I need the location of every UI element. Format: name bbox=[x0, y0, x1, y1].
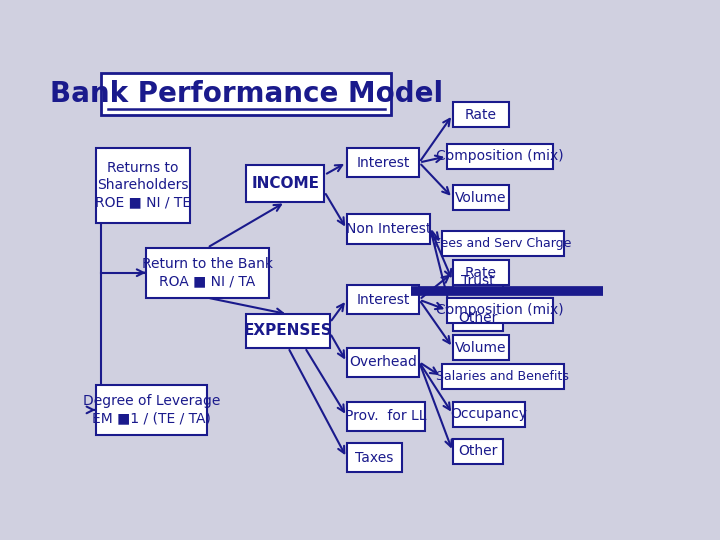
Text: Occupancy: Occupancy bbox=[451, 407, 528, 421]
Text: Non Interest: Non Interest bbox=[346, 222, 431, 236]
Text: Fees and Serv Charge: Fees and Serv Charge bbox=[434, 237, 572, 250]
FancyBboxPatch shape bbox=[453, 268, 503, 294]
FancyBboxPatch shape bbox=[347, 214, 431, 244]
FancyBboxPatch shape bbox=[347, 148, 419, 177]
FancyBboxPatch shape bbox=[453, 335, 508, 360]
FancyBboxPatch shape bbox=[453, 185, 508, 210]
FancyBboxPatch shape bbox=[246, 165, 324, 202]
FancyBboxPatch shape bbox=[347, 348, 419, 377]
Text: Trust: Trust bbox=[461, 274, 495, 288]
Text: Rate: Rate bbox=[464, 107, 497, 122]
Text: Prov.  for LL: Prov. for LL bbox=[345, 409, 426, 423]
Text: Interest: Interest bbox=[356, 156, 410, 170]
Text: Salaries and Benefits: Salaries and Benefits bbox=[436, 370, 570, 383]
Text: Other: Other bbox=[458, 312, 498, 326]
Text: Degree of Leverage
EM ■1 / (TE / TA): Degree of Leverage EM ■1 / (TE / TA) bbox=[83, 394, 220, 426]
FancyBboxPatch shape bbox=[453, 102, 508, 127]
FancyBboxPatch shape bbox=[96, 385, 207, 435]
Text: Other: Other bbox=[458, 444, 498, 458]
Text: Bank Performance Model: Bank Performance Model bbox=[50, 80, 443, 108]
FancyBboxPatch shape bbox=[453, 439, 503, 464]
Text: Return to the Bank
ROA ■ NI / TA: Return to the Bank ROA ■ NI / TA bbox=[142, 257, 273, 288]
Text: Interest: Interest bbox=[356, 293, 410, 307]
Text: EXPENSES: EXPENSES bbox=[243, 323, 333, 339]
Text: Volume: Volume bbox=[455, 341, 506, 355]
FancyBboxPatch shape bbox=[453, 402, 526, 427]
Text: Composition (mix): Composition (mix) bbox=[436, 303, 564, 317]
FancyBboxPatch shape bbox=[347, 443, 402, 472]
FancyBboxPatch shape bbox=[96, 148, 190, 223]
FancyBboxPatch shape bbox=[441, 231, 564, 256]
FancyBboxPatch shape bbox=[145, 248, 269, 298]
Text: Volume: Volume bbox=[455, 191, 506, 205]
FancyBboxPatch shape bbox=[347, 402, 425, 431]
Text: Composition (mix): Composition (mix) bbox=[436, 149, 564, 163]
FancyBboxPatch shape bbox=[453, 260, 508, 285]
FancyBboxPatch shape bbox=[101, 73, 392, 114]
Text: Returns to
Shareholders
ROE ■ NI / TE: Returns to Shareholders ROE ■ NI / TE bbox=[95, 161, 191, 210]
FancyBboxPatch shape bbox=[447, 298, 553, 322]
FancyBboxPatch shape bbox=[441, 364, 564, 389]
FancyBboxPatch shape bbox=[347, 285, 419, 314]
FancyBboxPatch shape bbox=[453, 306, 503, 331]
Text: Rate: Rate bbox=[464, 266, 497, 280]
Text: Taxes: Taxes bbox=[356, 451, 394, 465]
FancyBboxPatch shape bbox=[246, 314, 330, 348]
FancyBboxPatch shape bbox=[447, 144, 553, 168]
Text: INCOME: INCOME bbox=[251, 176, 319, 191]
Text: Overhead: Overhead bbox=[349, 355, 417, 369]
